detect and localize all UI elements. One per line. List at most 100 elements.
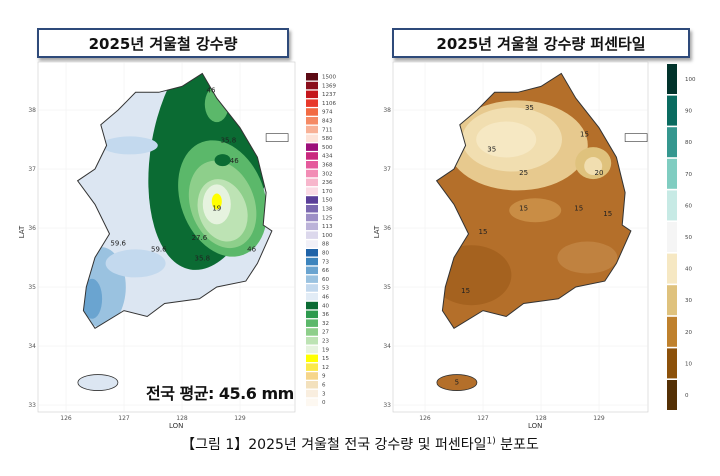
right-legend-label: 10 <box>685 361 692 367</box>
left-legend-label: 711 <box>322 127 333 133</box>
right-y-tick: 33 <box>383 402 391 409</box>
left-korea-outline <box>76 72 273 329</box>
left-legend-swatch <box>306 319 318 327</box>
right-legend-label: 50 <box>685 235 692 241</box>
left-legend-label: 580 <box>322 136 333 142</box>
right-legend-swatch <box>667 95 677 126</box>
right-legend-swatch <box>667 158 677 189</box>
left-legend-label: 12 <box>322 365 329 371</box>
left-contour-label: 19 <box>212 204 221 212</box>
right-legend-label: 60 <box>685 203 692 209</box>
right-inset-box <box>624 133 648 142</box>
left-legend-label: 27 <box>322 330 329 336</box>
left-legend-swatch <box>306 187 318 195</box>
left-legend-swatch <box>306 152 318 160</box>
left-legend-swatch <box>306 372 318 380</box>
caption-text: 【그림 1】2025년 겨울철 전국 강수량 및 퍼센타일 <box>181 437 487 453</box>
left-legend-label: 19 <box>322 347 329 353</box>
right-legend-label: 90 <box>685 109 692 115</box>
left-x-axis-label: LON <box>169 422 183 430</box>
left-map-title: 2025년 겨울철 강수량 <box>37 28 289 58</box>
left-x-tick: 126 <box>60 415 72 422</box>
left-legend-swatch <box>306 161 318 169</box>
left-legend-swatch <box>306 169 318 178</box>
left-y-tick: 34 <box>28 343 36 350</box>
right-legend-swatch <box>667 380 677 410</box>
left-legend-swatch <box>306 134 318 143</box>
right-contour-label: 25 <box>519 169 528 177</box>
left-legend-swatch <box>306 205 318 213</box>
right-legend-label: 80 <box>685 140 692 146</box>
left-legend-label: 170 <box>322 189 333 195</box>
right-x-tick: 127 <box>477 415 489 422</box>
right-legend-swatch <box>667 316 677 347</box>
right-contour-label: 15 <box>574 204 583 212</box>
left-legend-label: 9 <box>322 374 326 380</box>
left-legend-label: 1369 <box>322 83 336 89</box>
left-legend-swatch <box>306 108 318 116</box>
right-contour-label: 15 <box>580 131 589 139</box>
left-legend-label: 302 <box>322 171 333 177</box>
left-legend-swatch <box>306 328 318 336</box>
right-legend-swatch <box>667 285 677 316</box>
left-legend-label: 32 <box>322 321 329 327</box>
right-legend-swatch <box>667 348 677 379</box>
left-legend-label: 974 <box>322 110 333 116</box>
right-contour-region <box>509 198 562 223</box>
right-contour-label: 15 <box>479 228 488 236</box>
left-legend-swatch <box>306 213 318 222</box>
right-panel: 126 127 128 129 33 34 35 36 37 38 LON LAT 35 15 35 25 20… <box>373 61 696 430</box>
right-contour-label: 15 <box>603 210 612 218</box>
left-legend-swatch <box>306 81 318 90</box>
right-legend-swatch <box>667 190 677 221</box>
left-y-tick: 37 <box>28 166 36 173</box>
left-legend-swatch <box>306 389 318 398</box>
left-legend-swatch <box>306 266 318 275</box>
left-legend-swatch <box>306 275 318 283</box>
left-legend-swatch <box>306 337 318 345</box>
left-legend-label: 1237 <box>322 92 336 98</box>
left-legend-label: 36 <box>322 312 329 318</box>
left-legend-label: 46 <box>322 295 329 301</box>
left-legend-swatch <box>306 125 318 134</box>
right-legend-swatch <box>667 127 677 158</box>
right-contour-label: 15 <box>519 204 528 212</box>
left-legend-label: 125 <box>322 215 333 221</box>
caption-suffix: 분포도 <box>495 437 539 453</box>
left-legend-label: 1500 <box>322 75 336 81</box>
left-contour-label: 46 <box>207 86 216 94</box>
left-legend-label: 236 <box>322 180 333 186</box>
right-y-tick: 38 <box>383 107 391 114</box>
right-contour-label: 35 <box>525 104 534 112</box>
left-legend-swatch <box>306 310 318 319</box>
left-legend-label: 66 <box>322 268 329 274</box>
left-contour-label: 35.8 <box>195 254 211 262</box>
left-legend-swatch <box>306 117 318 125</box>
left-contour-region <box>101 136 158 155</box>
right-legend-label: 20 <box>685 330 692 336</box>
left-legend-swatch <box>306 345 318 354</box>
left-legend-swatch <box>306 381 318 389</box>
left-contour-label: 27.6 <box>192 234 208 242</box>
right-legend-swatch <box>667 64 677 94</box>
left-legend-label: 100 <box>322 233 333 239</box>
left-legend-label: 6 <box>322 383 326 389</box>
left-legend-swatch <box>306 222 318 231</box>
left-legend-swatch <box>306 90 318 99</box>
national-average-label: 전국 평균: 45.6 mm <box>146 384 294 403</box>
left-contour-label: 59.6 <box>151 246 167 254</box>
left-legend-label: 1106 <box>322 101 336 107</box>
left-y-axis-label: LAT <box>18 225 26 238</box>
left-y-tick: 35 <box>28 284 36 291</box>
left-legend-label: 15 <box>322 356 329 362</box>
left-x-tick: 127 <box>118 415 130 422</box>
right-legend-label: 30 <box>685 298 692 304</box>
left-jeju-island <box>77 374 119 391</box>
left-legend-label: 0 <box>322 400 326 406</box>
right-y-tick: 37 <box>383 166 391 173</box>
left-legend-swatch <box>306 284 318 292</box>
right-contour-region <box>584 157 603 176</box>
left-legend-label: 500 <box>322 145 333 151</box>
left-legend-swatch <box>306 196 318 204</box>
